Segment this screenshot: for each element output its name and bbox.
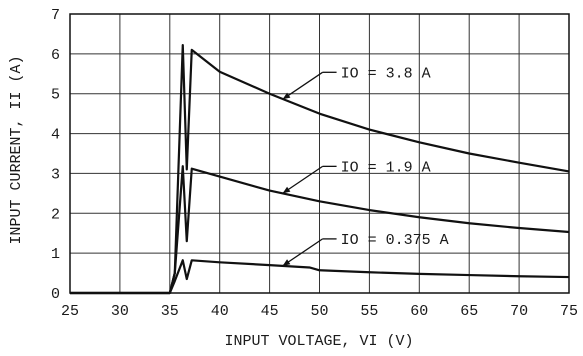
y-tick-label: 1 — [51, 246, 60, 263]
annotation-arrowhead — [282, 92, 291, 100]
y-axis-title: INPUT CURRENT, II (A) — [8, 55, 25, 244]
annotation-leader — [282, 71, 323, 100]
plot-frame — [69, 13, 570, 294]
annotation-leader — [282, 165, 323, 194]
y-tick-label: 3 — [51, 166, 60, 183]
x-tick-label: 25 — [61, 303, 79, 320]
y-tick-label: 4 — [51, 127, 60, 144]
y-tick-label: 6 — [51, 47, 60, 64]
x-tick-label: 70 — [510, 303, 528, 320]
x-axis-title: INPUT VOLTAGE, VI (V) — [224, 333, 413, 350]
x-tick-label: 75 — [560, 303, 578, 320]
x-tick-label: 50 — [310, 303, 328, 320]
plot-border — [69, 13, 570, 294]
annotation-arrowhead — [282, 259, 291, 266]
grid — [70, 14, 569, 293]
x-tick-label: 60 — [410, 303, 428, 320]
y-tick-label: 5 — [51, 87, 60, 104]
annotation-label: IO = 1.9 A — [341, 159, 431, 176]
x-tick-label: 55 — [360, 303, 378, 320]
annotation-arrowhead — [282, 186, 291, 194]
annotation-leader — [282, 238, 323, 267]
annotation-label: IO = 3.8 A — [341, 65, 431, 82]
x-tick-label: 45 — [261, 303, 279, 320]
series-group — [70, 43, 570, 295]
x-tick-label: 35 — [161, 303, 179, 320]
y-tick-label: 2 — [51, 206, 60, 223]
annotations: IO = 3.8 A IO = 1.9 A IO = 0.375 A — [282, 65, 449, 267]
x-tick-label: 40 — [211, 303, 229, 320]
x-tick-label: 30 — [111, 303, 129, 320]
series-line-3 — [70, 259, 570, 295]
annotation-label: IO = 0.375 A — [341, 232, 449, 249]
series-line-1 — [70, 43, 570, 295]
x-tick-label: 65 — [460, 303, 478, 320]
y-tick-label: 7 — [51, 7, 60, 24]
y-tick-label: 0 — [51, 286, 60, 303]
series-line-2 — [70, 165, 570, 295]
